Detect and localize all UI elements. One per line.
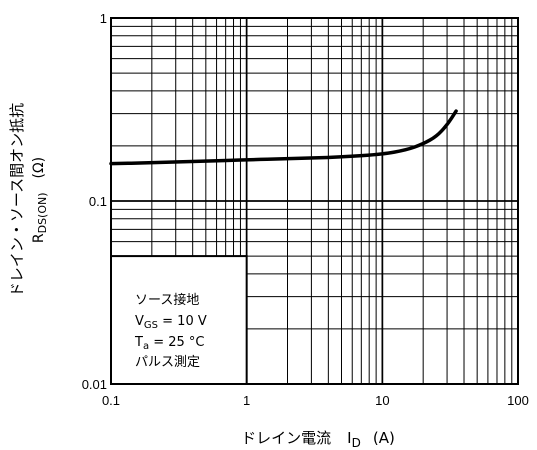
y-axis-label-line-2: RDS(ON)(Ω) [31,157,49,243]
plot-frame [110,17,519,385]
x-tick-label: 1 [243,393,250,408]
series-line [109,109,458,166]
x-tick-labels: 0.1 1 10 100 [102,393,529,408]
x-tick-label: 0.1 [102,393,120,408]
x-axis-label: ドレイン電流 ID (A) [241,429,395,450]
annotation-line-1: ソース接地 [135,292,199,308]
annotation-line-2: VGS = 10 V [135,314,207,331]
annotation-line-4: パルス測定 [135,355,200,370]
annotation-line-3: Ta = 25 °C [134,335,205,352]
y-tick-label: 1 [100,11,107,26]
y-axis-label-line-1: ドレイン・ソース間オン抵抗 [8,103,26,297]
annotation-box [110,255,248,386]
y-tick-label: 0.1 [89,194,107,209]
y-axis-label: ドレイン・ソース間オン抵抗 RDS(ON)(Ω) [8,103,49,297]
y-tick-label: 0.01 [82,377,107,392]
x-tick-label: 10 [375,393,389,408]
y-tick-labels: 1 0.1 0.01 [82,11,107,392]
x-tick-label: 100 [507,393,529,408]
